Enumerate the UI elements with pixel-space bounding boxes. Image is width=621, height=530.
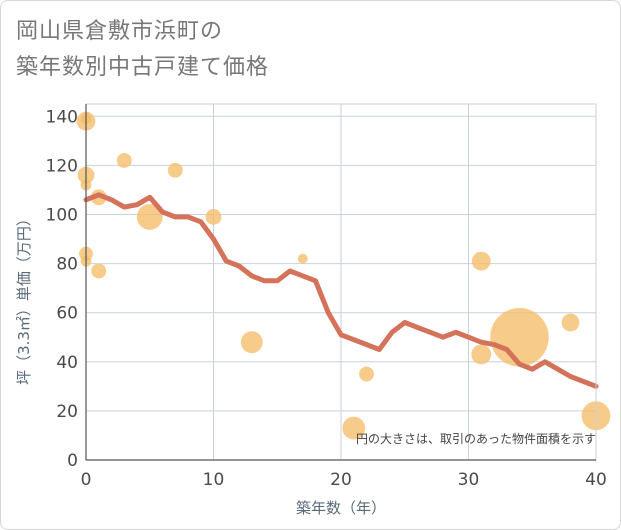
- x-axis-label: 築年数（年）: [296, 499, 386, 517]
- y-tick-label: 60: [56, 304, 78, 324]
- x-tick-label: 20: [330, 470, 352, 490]
- y-tick-label: 120: [46, 156, 78, 176]
- bubble-point: [240, 331, 263, 354]
- bubble-point: [167, 162, 183, 178]
- bubble-point: [297, 253, 308, 264]
- average-price-line: [83, 192, 599, 389]
- chart-title-line-2: 築年数別中古戸建て価格: [16, 55, 270, 80]
- y-tick-label: 80: [56, 255, 78, 275]
- x-tick-label: 0: [81, 470, 92, 490]
- bubble-point: [205, 208, 222, 225]
- grid-lines: [86, 104, 597, 460]
- tick-labels: 0 10 20 30 40 0 20 40 60 80 100 120 140: [46, 107, 607, 490]
- bubble-point: [342, 416, 366, 440]
- bubble-point: [471, 251, 491, 271]
- bubble-series: [76, 111, 611, 440]
- bubble-point: [490, 307, 549, 367]
- bubble-point: [359, 366, 374, 382]
- bubble-point: [91, 263, 107, 279]
- bubble-size-note: 円の大きさは、取引のあった物件面積を示す: [356, 431, 596, 446]
- y-tick-label: 20: [56, 402, 78, 422]
- bubble-point: [136, 204, 163, 230]
- trend-line-layer: [83, 192, 599, 389]
- y-axis-label: 坪（3.3㎡）単価（万円）: [15, 211, 33, 385]
- bubble-point: [471, 344, 492, 365]
- bubble-point: [561, 313, 580, 332]
- x-tick-label: 40: [585, 470, 607, 490]
- chart-title: 岡山県倉敷市浜町の 築年数別中古戸建て価格: [16, 14, 269, 86]
- y-tick-label: 140: [46, 107, 78, 127]
- x-tick-label: 10: [203, 470, 225, 490]
- x-tick-label: 30: [458, 470, 480, 490]
- y-tick-label: 100: [46, 205, 78, 225]
- bubble-point: [116, 153, 132, 168]
- chart-title-line-1: 岡山県倉敷市浜町の: [16, 19, 224, 44]
- axes: [85, 103, 597, 461]
- y-tick-label: 40: [56, 353, 78, 373]
- y-tick-label: 0: [67, 451, 78, 471]
